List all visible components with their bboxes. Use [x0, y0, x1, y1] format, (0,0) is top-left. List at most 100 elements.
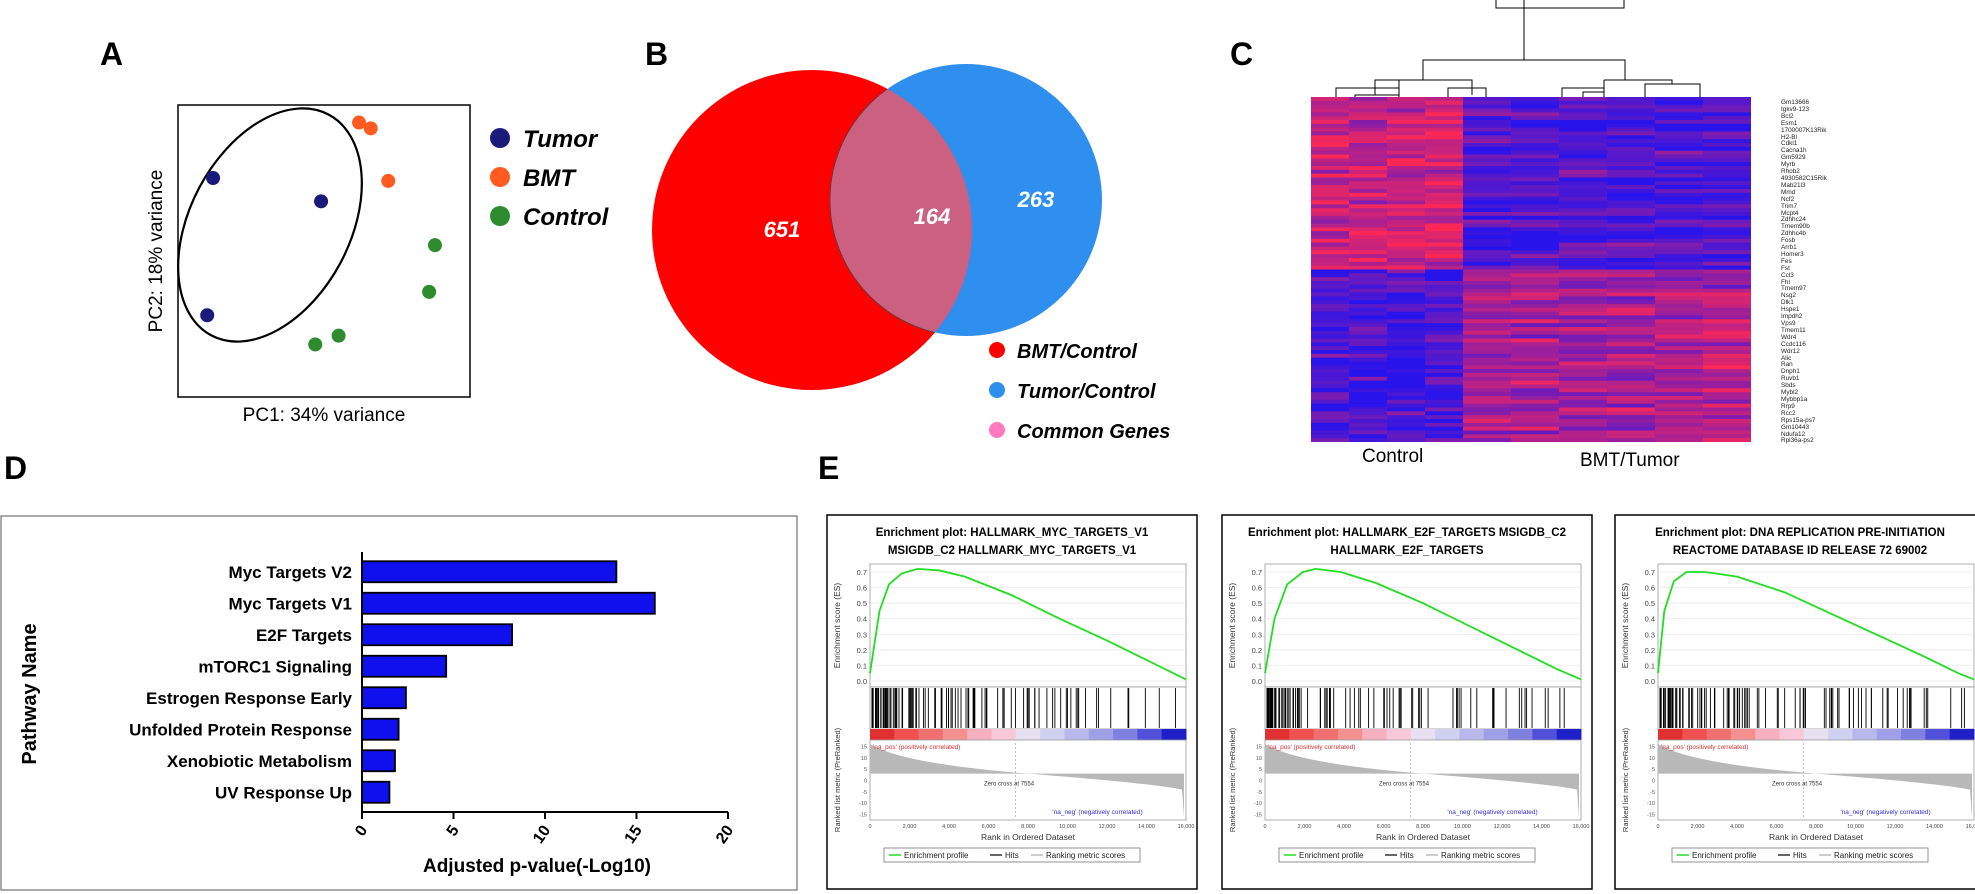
venn-legend-common: Common Genes [1017, 421, 1170, 443]
heatmap-cell [1311, 112, 1350, 117]
heatmap-cell [1425, 384, 1464, 389]
heatmap-cell [1387, 127, 1426, 132]
heatmap-cell [1387, 365, 1426, 370]
heatmap-cell [1655, 319, 1704, 324]
heatmap-cell [1387, 396, 1426, 401]
pos-corr-label: 'na_pos' (positively correlated) [1661, 744, 1748, 751]
heatmap-cell [1655, 97, 1704, 102]
heatmap-cell [1607, 242, 1656, 247]
heatmap-cell [1387, 434, 1426, 439]
heatmap-cell [1607, 300, 1656, 305]
neg-corr-label: 'na_neg' (negatively correlated) [1447, 809, 1537, 816]
heatmap-cell [1559, 311, 1608, 316]
ranking-color-bar [1483, 729, 1509, 740]
heatmap-cell [1703, 269, 1751, 274]
heatmap-cell [1559, 231, 1608, 236]
x-tick-label: 4,000 [1337, 824, 1351, 830]
heatmap-cell [1703, 281, 1751, 286]
x-tick-label: 10,000 [1454, 824, 1471, 830]
gene-label: Tmem11 [1781, 326, 1806, 334]
gene-label: Fst [1781, 264, 1790, 272]
es-tick-label: 0.2 [857, 646, 867, 655]
metric-tick-label: -5 [862, 790, 867, 796]
es-tick-label: 0.1 [1645, 661, 1655, 670]
gene-label: Arrb1 [1781, 244, 1797, 252]
heatmap-cell [1559, 411, 1608, 416]
heatmap-cell [1349, 350, 1388, 355]
heatmap-cell [1511, 189, 1560, 194]
heatmap-cell [1463, 415, 1512, 420]
heatmap-cell [1703, 334, 1751, 339]
gene-label: Sbds [1781, 382, 1796, 390]
heatmap-cell [1607, 350, 1656, 355]
heatmap-cell [1559, 235, 1608, 240]
heatmap-cell [1463, 273, 1512, 278]
heatmap-cell [1511, 173, 1560, 178]
heatmap-cell [1607, 392, 1656, 397]
pathway-label: Estrogen Response Early [146, 689, 353, 708]
heatmap-cell [1511, 384, 1560, 389]
panel-d-letter: D [4, 450, 28, 486]
heatmap-cell [1703, 277, 1751, 282]
ranking-color-bar [1313, 729, 1339, 740]
heatmap-cell [1425, 419, 1464, 424]
heatmap-cell [1463, 166, 1512, 171]
heatmap-cell [1511, 388, 1560, 393]
ranking-color-bar [1289, 729, 1315, 740]
heatmap-cell [1311, 123, 1350, 129]
heatmap-cell [1559, 422, 1608, 428]
heatmap-cell [1559, 223, 1608, 228]
heatmap-cell [1311, 215, 1350, 221]
heatmap-cell [1425, 281, 1464, 286]
heatmap-cell [1425, 296, 1464, 301]
heatmap-cell [1703, 261, 1751, 267]
heatmap-cell [1703, 150, 1751, 155]
heatmap-cell [1511, 150, 1560, 155]
heatmap-cell [1511, 273, 1560, 278]
heatmap-cell [1703, 407, 1751, 412]
venn-legend-dot-bmt [989, 342, 1005, 358]
heatmap-cell [1607, 104, 1656, 109]
heatmap-cell [1387, 162, 1426, 167]
heatmap-cell [1311, 396, 1350, 401]
x-tick-label: 10,000 [1059, 824, 1076, 830]
pathway-label: Xenobiotic Metabolism [167, 752, 352, 771]
pathway-frame [0, 515, 798, 891]
heatmap-cell [1607, 365, 1656, 370]
heatmap-cell [1607, 169, 1656, 175]
heatmap-cell [1559, 242, 1608, 247]
heatmap-cell [1559, 204, 1608, 209]
heatmap-cell [1311, 373, 1350, 378]
gene-label: Rps15a-ps7 [1781, 416, 1816, 424]
heatmap-cell [1607, 116, 1656, 121]
heatmap-cell [1311, 177, 1350, 182]
ranking-metric-area [1265, 744, 1579, 817]
heatmap-cell [1463, 143, 1512, 148]
heatmap-cell [1511, 196, 1560, 201]
heatmap-cell [1311, 407, 1350, 412]
heatmap-cell [1511, 334, 1560, 339]
heatmap-cell [1387, 357, 1426, 362]
heatmap-cell [1387, 181, 1426, 186]
heatmap-cell [1311, 196, 1350, 201]
ranking-color-bar [1459, 729, 1485, 740]
heatmap-cell [1607, 281, 1656, 286]
heatmap-cell [1463, 219, 1512, 224]
heatmap-cell [1559, 419, 1608, 424]
neg-corr-label: 'na_neg' (negatively correlated) [1052, 809, 1142, 816]
legend-hits-label: Hits [1400, 851, 1414, 860]
heatmap-cell [1387, 265, 1426, 270]
heatmap-cell [1559, 426, 1608, 431]
heatmap-cell [1387, 315, 1426, 320]
heatmap-cell [1703, 196, 1751, 201]
heatmap-cell [1463, 100, 1512, 106]
heatmap-cell [1559, 258, 1608, 263]
heatmap-cell [1387, 353, 1426, 359]
heatmap-cell [1311, 315, 1350, 320]
heatmap-cell [1655, 208, 1704, 213]
heatmap-cell [1387, 258, 1426, 263]
heatmap-cell [1703, 327, 1751, 332]
heatmap-cell [1311, 231, 1350, 236]
heatmap-cell [1559, 189, 1608, 194]
heatmap-cell [1387, 261, 1426, 267]
